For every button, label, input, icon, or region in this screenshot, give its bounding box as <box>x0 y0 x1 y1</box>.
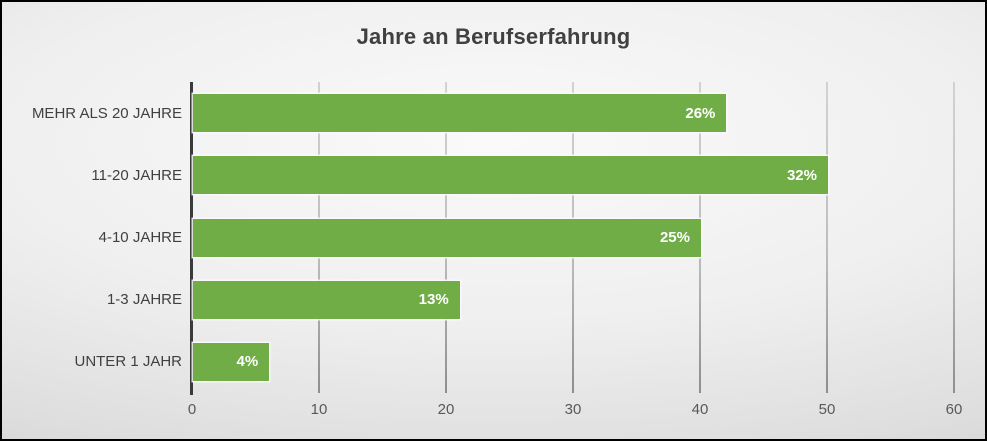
gridline <box>953 82 955 393</box>
x-tick-label: 10 <box>310 401 328 418</box>
bar-data-label: 4% <box>236 353 259 371</box>
bar-data-label: 26% <box>685 104 716 122</box>
category-label: UNTER 1 JAHR <box>74 353 182 371</box>
x-axis-tick-labels: 0 10 20 30 40 50 60 <box>2 401 985 425</box>
bar: 4% <box>193 342 270 381</box>
bar: 32% <box>193 156 828 195</box>
bar-row: 26% <box>193 82 955 144</box>
x-tick-label: 50 <box>818 401 836 418</box>
category-label: 11-20 JAHRE <box>91 166 182 184</box>
category-label: 4-10 JAHRE <box>98 229 182 246</box>
category-axis-labels: MEHR ALS 20 JAHRE 11-20 JAHRE 4-10 JAHRE 1-… <box>2 82 182 393</box>
bar-data-label: 32% <box>786 166 817 184</box>
bar-row: 25% <box>193 206 955 268</box>
bar-data-label: 13% <box>418 291 449 309</box>
bar: 26% <box>193 94 727 133</box>
x-tick-label: 40 <box>691 401 709 418</box>
category-label: MEHR ALS 20 JAHRE <box>31 104 182 122</box>
plot-area: 26% 32% 25% 13% 4% <box>190 82 955 395</box>
bar: 25% <box>193 218 701 257</box>
gridline <box>826 82 828 393</box>
x-tick-label: 20 <box>437 401 455 418</box>
x-tick-label: 30 <box>564 401 582 418</box>
chart-title: Jahre an Berufserfahrung <box>356 24 631 49</box>
bar-row: 13% <box>193 269 955 331</box>
bar-data-label: 25% <box>659 229 690 246</box>
bar-row: 4% <box>193 331 955 393</box>
bars-container: 26% 32% 25% 13% 4% <box>193 82 955 393</box>
x-tick-label: 60 <box>945 401 963 418</box>
y-axis-line <box>190 82 193 395</box>
bar: 13% <box>193 280 460 319</box>
bar-row: 32% <box>193 144 955 206</box>
category-label: 1-3 JAHRE <box>106 291 182 309</box>
x-tick-label: 0 <box>187 401 197 418</box>
